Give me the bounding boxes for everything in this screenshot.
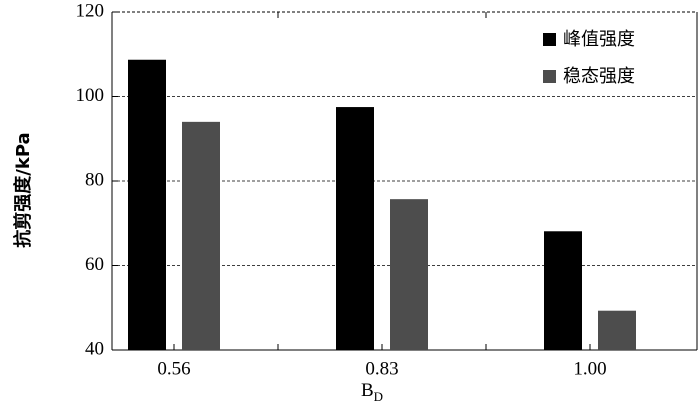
legend-label: 峰值强度 [563, 29, 635, 50]
x-axis-label-main: B [361, 380, 374, 401]
y-tick-label: 60 [85, 254, 104, 275]
legend-swatch [543, 70, 556, 83]
x-tick-label: 0.83 [365, 358, 398, 379]
y-tick-label: 80 [85, 169, 104, 190]
bar [390, 199, 428, 350]
x-tick-label: 0.56 [157, 358, 190, 379]
legend-swatch [543, 33, 556, 46]
y-tick-label: 40 [85, 338, 104, 359]
x-tick-label: 1.00 [573, 358, 606, 379]
x-axis-label: BD [361, 380, 383, 404]
x-axis-label-sub: D [374, 389, 383, 404]
bar [598, 310, 636, 350]
bar [544, 231, 582, 350]
y-axis-label: 抗剪强度/kPa [12, 132, 34, 247]
y-tick-label: 100 [76, 85, 105, 106]
bar [128, 59, 166, 351]
bar [182, 121, 220, 350]
bar [336, 107, 374, 350]
legend-label: 稳态强度 [563, 66, 635, 87]
y-tick-label: 120 [76, 0, 105, 21]
